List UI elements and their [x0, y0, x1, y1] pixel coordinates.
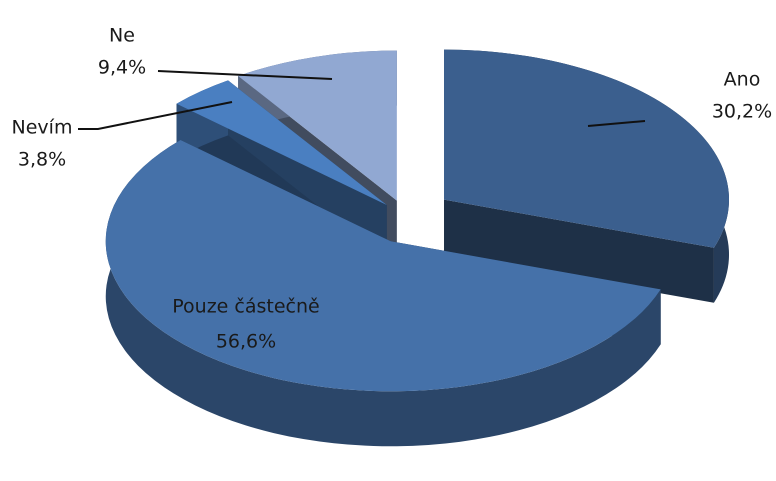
slice: [176, 80, 387, 206]
slice: [444, 49, 730, 248]
slice-side: [444, 199, 714, 303]
slice: [105, 139, 661, 392]
slice-label: Ano: [724, 69, 761, 91]
slice-label: Ne: [109, 25, 135, 47]
value-label: 3,8%: [18, 149, 66, 171]
value-label: 56,6%: [216, 331, 276, 353]
pie: [105, 49, 730, 447]
slice-label: Pouze částečně: [172, 296, 319, 318]
leader-line: [78, 101, 233, 130]
leader-line: [587, 120, 646, 127]
value-label: 9,4%: [98, 57, 146, 79]
slice: [238, 50, 397, 201]
leader-line: [157, 70, 333, 80]
slice-label: Nevím: [12, 117, 73, 139]
value-label: 30,2%: [712, 101, 772, 123]
